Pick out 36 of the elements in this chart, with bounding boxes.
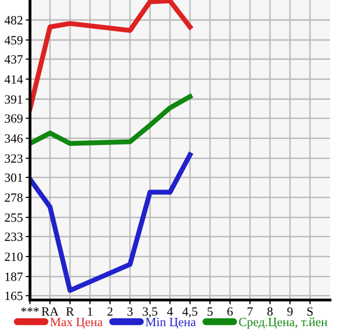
x-tick-label: RA bbox=[42, 307, 59, 316]
y-tick-label: 165 bbox=[5, 292, 23, 300]
x-tick-label: 4,5 bbox=[182, 307, 198, 318]
y-tick-label: 437 bbox=[4, 55, 23, 64]
x-tick-label: 2 bbox=[107, 307, 112, 316]
line-series bbox=[30, 94, 192, 146]
x-tick-label: *** bbox=[21, 307, 39, 312]
x-tick-label: 7 bbox=[248, 307, 253, 316]
y-tick-label: 233 bbox=[4, 232, 23, 241]
y-tick-label: 482 bbox=[4, 16, 22, 24]
y-tick-label: 459 bbox=[4, 36, 23, 44]
y-tick-label: 391 bbox=[4, 95, 22, 104]
y-tick-label: 210 bbox=[4, 252, 23, 261]
x-tick-label: 6 bbox=[227, 307, 233, 316]
y-tick-label: 255 bbox=[4, 213, 23, 222]
x-tick-label: 9 bbox=[287, 307, 293, 316]
line-series bbox=[30, 0, 192, 112]
y-tick-label: 414 bbox=[4, 75, 23, 84]
legend-label: Min Цена bbox=[146, 318, 196, 329]
x-tick-label: 1 bbox=[88, 307, 92, 316]
x-tick-label: 3 bbox=[127, 307, 133, 316]
legend-label: Сред.Цена, т.йен bbox=[239, 318, 328, 329]
y-tick-label: 278 bbox=[4, 193, 23, 202]
x-tick-label: S bbox=[307, 307, 313, 316]
x-tick-label: 5 bbox=[208, 307, 213, 316]
y-tick-label: 346 bbox=[4, 134, 23, 143]
x-tick-label: R bbox=[66, 307, 74, 316]
line-series bbox=[30, 152, 192, 293]
y-tick-label: 369 bbox=[4, 114, 23, 123]
y-tick-label: 187 bbox=[5, 272, 23, 281]
x-tick-label: 3,5 bbox=[142, 307, 158, 318]
y-tick-label: 301 bbox=[4, 173, 22, 182]
legend-label: Max Цена bbox=[50, 318, 103, 329]
x-tick-label: 4 bbox=[167, 307, 173, 316]
y-tick-label: 323 bbox=[4, 154, 23, 163]
x-tick-label: 8 bbox=[267, 307, 273, 316]
